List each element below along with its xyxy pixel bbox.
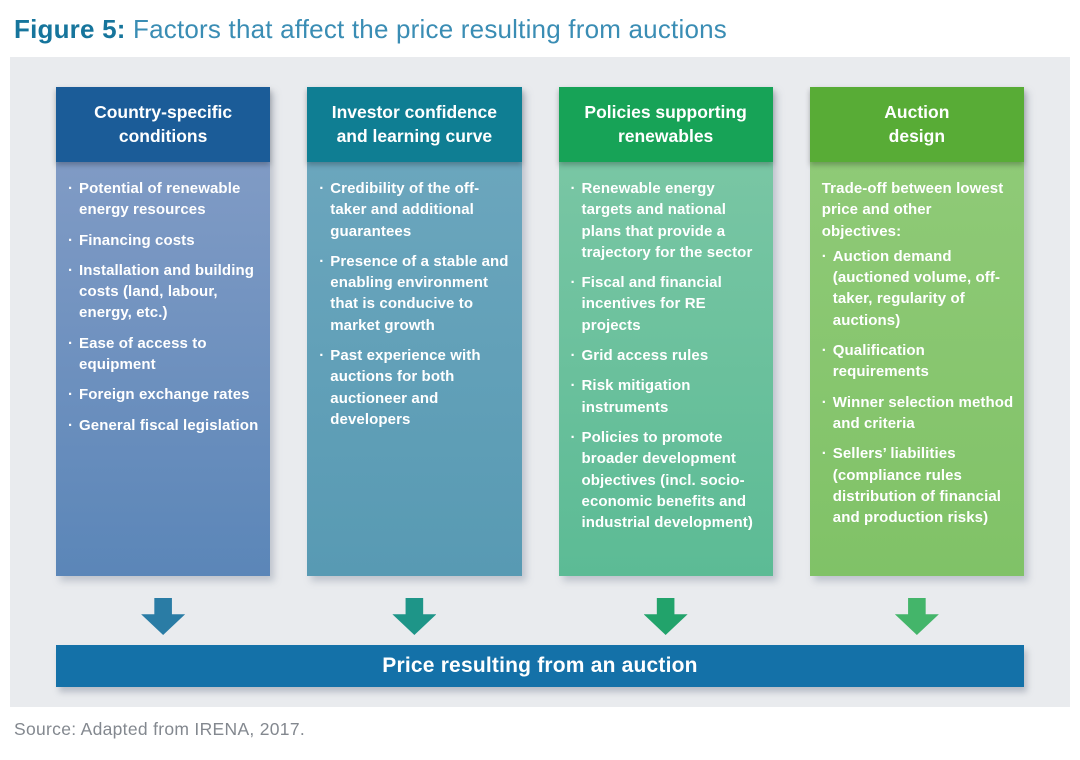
figure-title-text: Factors that affect the price resulting …	[125, 14, 727, 44]
factor-columns: Country-specific conditions Potential of …	[56, 87, 1024, 576]
factor-item: Financing costs	[68, 230, 260, 252]
diagram-panel: Country-specific conditions Potential of …	[10, 57, 1070, 707]
factor-item: Past experience with auctions for both a…	[319, 345, 511, 430]
down-arrow-icon	[894, 598, 939, 635]
factor-column-2: Investor confidence and learning curve Cr…	[307, 87, 522, 576]
factor-item: Presence of a stable and enabling enviro…	[319, 251, 511, 336]
down-arrow-icon	[392, 598, 437, 635]
result-bar-label: Price resulting from an auction	[382, 654, 698, 677]
factor-item: Renewable energy targets and national pl…	[571, 178, 763, 263]
factor-item: Fiscal and financial incentives for RE p…	[571, 272, 763, 336]
figure-title: Figure 5: Factors that affect the price …	[0, 0, 1080, 45]
column-intro: Trade-off between lowest price and other…	[821, 180, 1004, 240]
column-body: Trade-off between lowest price and other…	[809, 162, 1024, 576]
arrow-cell-4	[810, 598, 1024, 635]
figure-title-prefix: Figure 5:	[14, 14, 126, 44]
result-bar: Price resulting from an auction	[56, 645, 1024, 687]
factor-column-4: Auction design Trade-off between lowest p…	[809, 87, 1024, 576]
column-header: Investor confidence and learning curve	[307, 87, 522, 162]
column-body: Renewable energy targets and national pl…	[558, 162, 773, 576]
factor-list: Potential of renewable energy resources F…	[68, 178, 260, 436]
source-line: Source: Adapted from IRENA, 2017.	[14, 719, 306, 739]
factor-column-1: Country-specific conditions Potential of …	[56, 87, 271, 576]
arrow-cell-3	[559, 598, 773, 635]
factor-item: Grid access rules	[571, 345, 763, 367]
column-header: Policies supporting renewables	[558, 87, 773, 162]
factor-item: Ease of access to equipment	[68, 333, 260, 376]
factor-item: Installation and building costs (land, l…	[68, 260, 260, 324]
factor-item: Auction demand (auctioned volume, off-ta…	[822, 246, 1014, 331]
factor-list: Auction demand (auctioned volume, off-ta…	[822, 246, 1014, 529]
down-arrow-icon	[643, 598, 688, 635]
column-header: Auction design	[809, 87, 1024, 162]
factor-item: Sellers’ liabilities (compliance rules d…	[822, 443, 1014, 528]
factor-list: Renewable energy targets and national pl…	[571, 178, 763, 533]
factor-list: Credibility of the off-taker and additio…	[319, 178, 511, 430]
factor-item: Policies to promote broader development …	[571, 427, 763, 533]
arrow-cell-2	[307, 598, 521, 635]
factor-item: Winner selection method and criteria	[822, 392, 1014, 435]
factor-item: Risk mitigation instruments	[571, 375, 763, 418]
factor-item: Potential of renewable energy resources	[68, 178, 260, 221]
column-body: Credibility of the off-taker and additio…	[307, 162, 522, 576]
column-body: Potential of renewable energy resources F…	[56, 162, 271, 576]
factor-column-3: Policies supporting renewables Renewable …	[558, 87, 773, 576]
factor-item: Foreign exchange rates	[68, 384, 260, 406]
arrow-row	[56, 598, 1024, 635]
arrow-cell-1	[56, 598, 270, 635]
factor-item: Qualification requirements	[822, 340, 1014, 383]
down-arrow-icon	[141, 598, 186, 635]
column-header: Country-specific conditions	[56, 87, 271, 162]
factor-item: General fiscal legislation	[68, 415, 260, 437]
factor-item: Credibility of the off-taker and additio…	[319, 178, 511, 242]
